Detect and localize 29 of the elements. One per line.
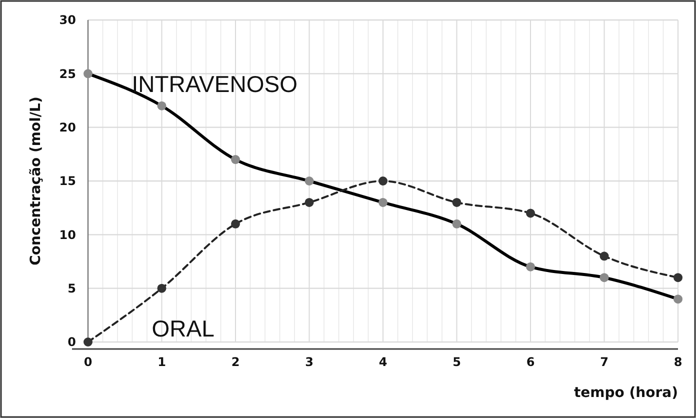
y-axis-title: Concentração (mol/L) (28, 96, 44, 266)
x-tick-label: 8 (674, 355, 682, 369)
y-tick-label: 10 (59, 228, 76, 242)
point (304, 198, 314, 207)
point (84, 338, 92, 346)
y-tick-label: 25 (59, 66, 76, 81)
point (526, 208, 535, 218)
y-tick-label: 5 (68, 282, 76, 296)
point (231, 219, 240, 228)
x-tick-label: 4 (378, 355, 388, 369)
x-tick-label: 7 (600, 355, 608, 369)
x-axis-title: tempo (hora) (574, 385, 678, 401)
x-tick-label: 6 (526, 355, 535, 369)
point (157, 284, 166, 293)
x-tick-label: 0 (84, 355, 92, 369)
x-tick-label: 2 (231, 355, 240, 369)
y-tick-label: 30 (59, 13, 76, 28)
x-tick-label: 3 (305, 355, 314, 369)
x-tick-label: 5 (452, 355, 461, 369)
point (452, 198, 462, 207)
point (600, 252, 609, 261)
y-tick-label: 15 (59, 174, 76, 188)
y-tick-label: 0 (68, 335, 76, 350)
x-tick-label: 1 (158, 355, 166, 369)
point (674, 273, 682, 282)
series-label: ORAL (152, 315, 215, 342)
point (378, 176, 388, 186)
series-label: INTRAVENOSO (132, 70, 298, 97)
y-tick-label: 20 (59, 120, 76, 135)
